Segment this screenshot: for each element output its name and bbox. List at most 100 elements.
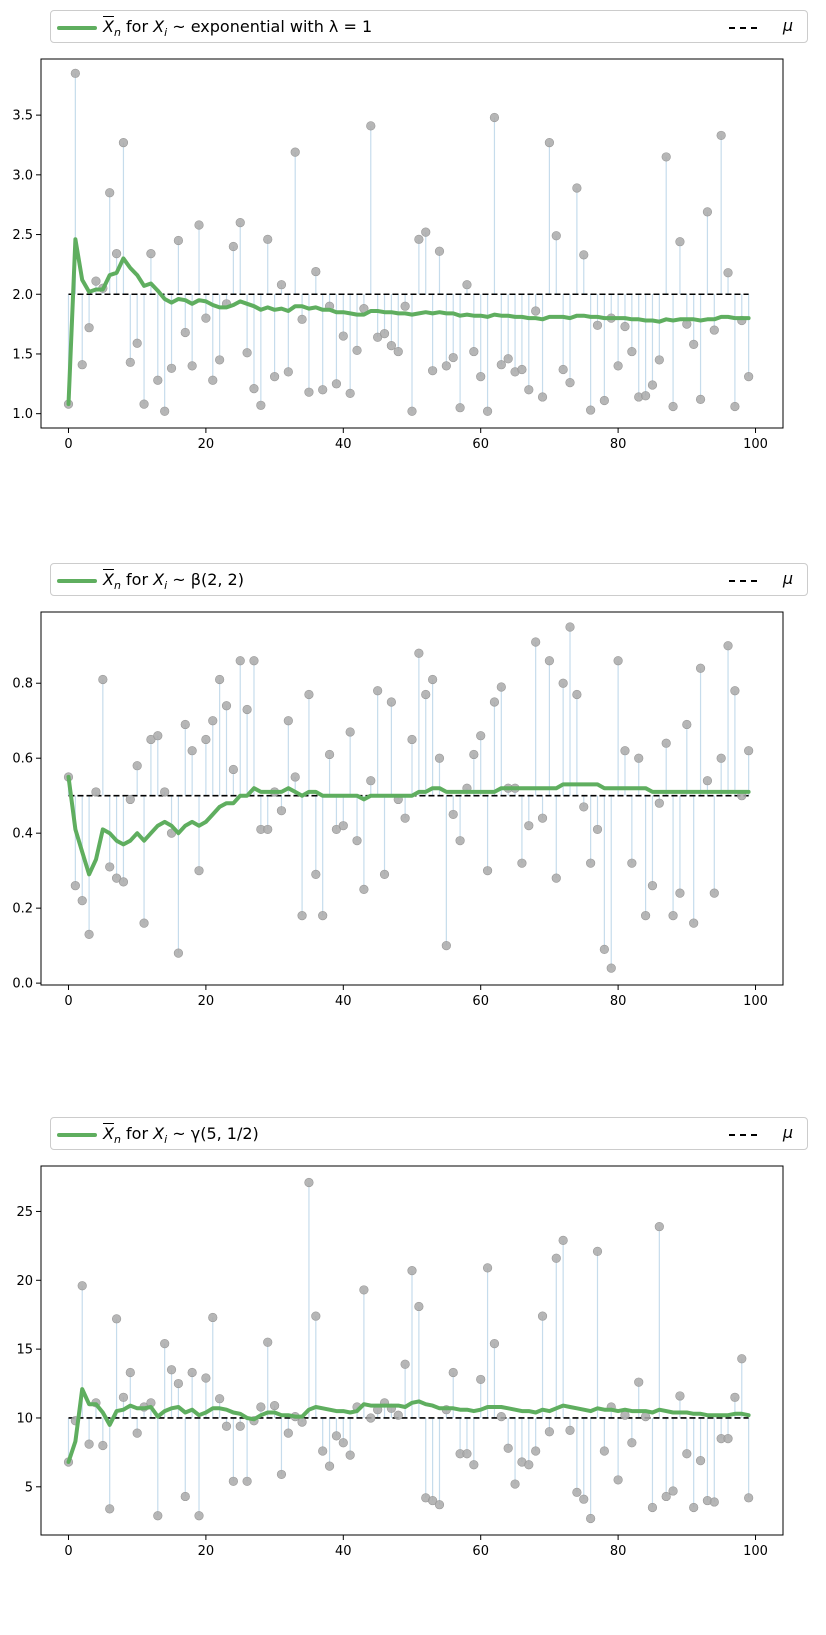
- running-mean-line: [66, 774, 751, 877]
- sample-point: [311, 266, 321, 277]
- x-tick-label: 0: [64, 994, 72, 1009]
- sample-point: [180, 1491, 190, 1502]
- sample-point: [448, 809, 458, 820]
- legend-distribution: γ(5, 1/2): [190, 1124, 259, 1143]
- sample-point: [558, 364, 568, 375]
- sample-point: [125, 357, 135, 367]
- sample-point: [263, 824, 273, 835]
- sample-point: [476, 731, 486, 741]
- sample-point: [661, 152, 671, 162]
- chart-plot-2: 0 20 40 60 80 100 0.0 0.2 0.4 0.6 0.8: [12, 611, 784, 1009]
- sample-point: [544, 656, 555, 666]
- sample-point: [434, 1500, 445, 1510]
- sample-point: [434, 753, 445, 763]
- sample-point: [558, 678, 568, 688]
- sample-point: [283, 367, 293, 377]
- sample-point: [572, 689, 582, 700]
- sample-point: [695, 1456, 706, 1466]
- sample-point: [311, 869, 321, 880]
- sample-point: [324, 1461, 335, 1471]
- sample-point: [640, 391, 651, 401]
- sample-point: [531, 306, 541, 316]
- x-tick-label: 40: [335, 437, 352, 452]
- sample-point: [654, 798, 664, 808]
- sample-point: [338, 821, 348, 831]
- sample-point: [276, 1469, 287, 1480]
- sample-point: [407, 734, 417, 745]
- y-tick-label: 2.0: [12, 288, 33, 303]
- sample-point: [592, 320, 603, 330]
- sample-point: [77, 360, 87, 370]
- sample-point: [558, 1235, 568, 1245]
- sample-point: [105, 1504, 115, 1514]
- legend-mu-label: μ: [782, 569, 793, 588]
- legend-mean-swatch: [57, 26, 97, 30]
- sample-point: [352, 836, 362, 846]
- sample-point: [579, 1494, 589, 1504]
- sample-point: [235, 218, 245, 228]
- sample-point: [139, 399, 149, 409]
- sample-point: [125, 794, 135, 805]
- sample-point: [386, 341, 396, 351]
- sample-point: [297, 1417, 307, 1427]
- sample-point: [166, 1365, 177, 1375]
- sample-point: [503, 1443, 513, 1453]
- sample-point: [517, 364, 527, 375]
- sample-point: [153, 1511, 163, 1521]
- sample-point: [98, 1440, 108, 1451]
- sample-point: [180, 327, 190, 338]
- sample-point: [524, 385, 534, 395]
- legend: Xn for Xi ~ exponential with λ = 1 μ: [50, 10, 808, 43]
- sample-point: [208, 375, 218, 385]
- sample-point: [414, 1301, 424, 1312]
- sample-point: [572, 1487, 582, 1497]
- sample-point: [345, 388, 355, 398]
- y-tick-label: 0.2: [12, 902, 33, 917]
- chart-plot-3: 0 20 40 60 80 100 5 10 15 20 25: [16, 1165, 784, 1559]
- sample-point: [537, 392, 548, 402]
- sample-point: [221, 1421, 232, 1431]
- legend-mean-swatch: [57, 1133, 97, 1137]
- legend-mu-swatch: [729, 27, 757, 29]
- sample-point: [84, 323, 94, 333]
- sample-point: [118, 137, 129, 148]
- sample-point: [428, 1495, 438, 1506]
- sample-point: [290, 772, 300, 782]
- sample-point: [496, 1411, 506, 1422]
- sample-point: [269, 372, 280, 382]
- sample-point: [111, 1314, 122, 1324]
- sample-point: [599, 395, 609, 406]
- sample-point: [105, 862, 115, 872]
- sample-point: [537, 813, 548, 823]
- sample-point: [221, 701, 232, 711]
- sample-point: [489, 1339, 500, 1349]
- sample-point: [517, 858, 527, 868]
- sample-point: [668, 911, 678, 921]
- sample-point: [434, 246, 445, 256]
- sample-point: [551, 231, 561, 241]
- y-tick-label: 3.5: [12, 109, 33, 124]
- sample-point: [682, 1449, 692, 1459]
- legend-xi-symbol: X: [153, 17, 165, 36]
- sample-point: [462, 280, 472, 290]
- sample-point: [366, 121, 376, 131]
- sample-point: [77, 896, 87, 906]
- legend: Xn for Xi ~ γ(5, 1/2) μ: [50, 1117, 808, 1150]
- sample-point: [194, 1511, 204, 1521]
- sample-point: [428, 674, 438, 685]
- sample-point: [730, 1392, 740, 1402]
- plot-frame: [40, 1165, 784, 1536]
- sample-point: [201, 313, 211, 323]
- sample-point: [572, 183, 582, 193]
- sample-point: [682, 719, 692, 730]
- y-tick-label: 0.0: [12, 977, 33, 992]
- sample-point: [730, 686, 740, 696]
- legend-xbar-symbol: X: [103, 1124, 114, 1143]
- sample-point: [469, 749, 479, 760]
- legend: Xn for Xi ~ β(2, 2) μ: [50, 563, 808, 596]
- sample-point: [723, 1434, 733, 1444]
- sample-point: [689, 918, 699, 928]
- sample-point: [290, 147, 300, 157]
- sample-point: [414, 648, 424, 658]
- sample-point: [496, 360, 506, 370]
